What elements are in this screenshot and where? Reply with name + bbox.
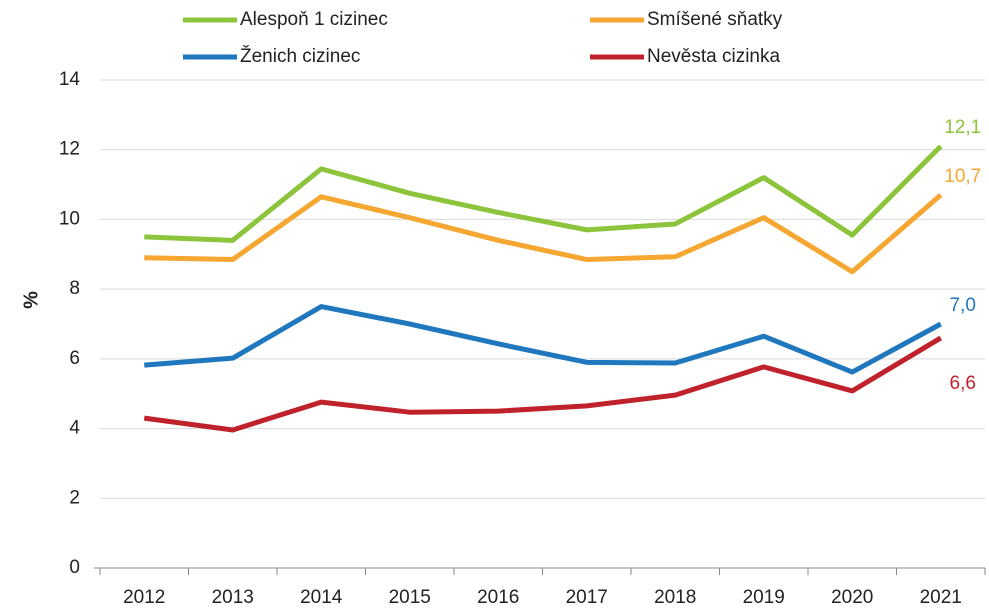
legend-label: Ženich cizinec (240, 45, 360, 67)
y-tick-label: 12 (59, 139, 80, 160)
x-tick-label: 2016 (477, 587, 519, 608)
data-label: 10,7 (944, 166, 981, 187)
legend-label: Nevěsta cizinka (647, 46, 780, 67)
legend-label: Alespoň 1 cizinec (240, 9, 388, 30)
series-line (144, 304, 942, 375)
legend-label: Smíšené sňatky (647, 9, 783, 30)
data-label: 12,1 (944, 117, 981, 138)
y-tick-label: 2 (69, 487, 80, 508)
data-label: 6,6 (950, 373, 976, 394)
y-tick-label: 10 (59, 208, 80, 229)
y-axis-label: % (20, 291, 42, 309)
y-tick-label: 6 (69, 348, 80, 369)
data-label: 7,0 (950, 295, 976, 316)
series-line (144, 144, 943, 243)
y-tick-label: 0 (69, 557, 80, 578)
x-tick-label: 2020 (831, 587, 873, 608)
y-tick-label: 8 (69, 278, 80, 299)
x-tick-label: 2019 (743, 587, 785, 608)
x-tick-label: 2012 (123, 587, 165, 608)
y-tick-label: 4 (69, 418, 80, 439)
y-tick-label: 14 (59, 69, 81, 90)
series-line (143, 335, 943, 433)
series-line (144, 193, 943, 275)
x-tick-label: 2013 (212, 587, 254, 608)
x-tick-label: 2017 (566, 587, 608, 608)
x-tick-label: 2014 (300, 587, 343, 608)
x-tick-label: 2018 (654, 587, 696, 608)
x-tick-label: 2015 (389, 587, 431, 608)
x-tick-label: 2021 (920, 587, 962, 608)
